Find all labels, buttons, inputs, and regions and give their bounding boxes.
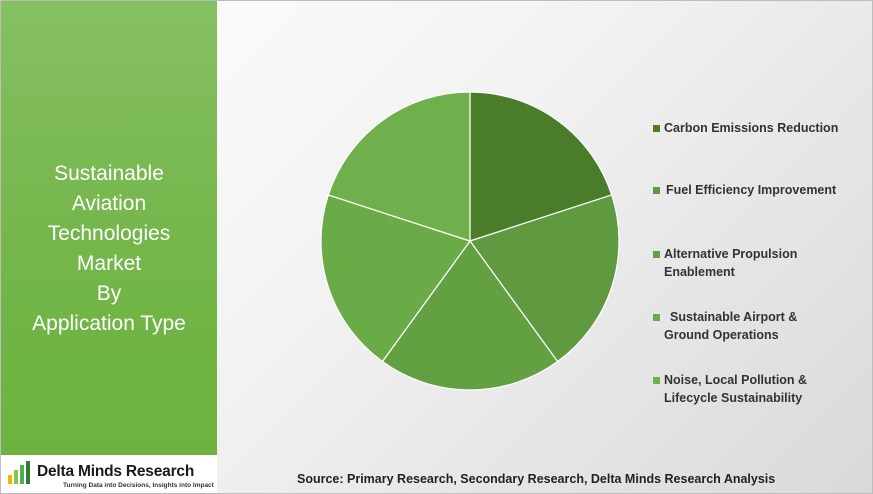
legend-label: Fuel Efficiency Improvement	[666, 183, 837, 197]
logo-area	[1, 455, 217, 493]
panel-title-line: Market	[76, 252, 142, 275]
legend-label: Noise, Local Pollution & Lifecycle Susta…	[664, 373, 808, 405]
legend-swatch	[653, 377, 660, 384]
pie-chart	[320, 91, 620, 391]
logo-bar	[14, 470, 18, 484]
pie-slice	[327, 91, 471, 242]
logo-bars-icon	[8, 461, 30, 484]
title-panel: Sustainable Aviation Technologies Market…	[1, 1, 217, 455]
panel-title-line: Sustainable	[54, 162, 164, 185]
panel-title-line: Technologies	[47, 222, 171, 245]
pie-slice	[469, 194, 620, 363]
panel-title-line: Application Type	[32, 312, 186, 335]
pie-slice	[320, 194, 471, 363]
legend-swatch	[653, 187, 660, 194]
logo-bar	[26, 461, 30, 484]
panel-title: Sustainable Aviation Technologies Market…	[1, 159, 217, 339]
pie-slice	[469, 91, 613, 242]
legend-label: Carbon Emissions Reduction	[664, 121, 839, 135]
logo-tagline: Turning Data into Decisions, Insights in…	[63, 482, 214, 489]
legend-swatch	[653, 125, 660, 132]
pie-slice	[381, 239, 559, 391]
source-note: Source: Primary Research, Secondary Rese…	[297, 472, 776, 486]
logo-name: Delta Minds Research	[37, 463, 195, 480]
legend-label: Sustainable Airport & Ground Operations	[664, 310, 798, 342]
panel-title-line: Aviation	[71, 192, 147, 215]
legend-swatch	[653, 251, 660, 258]
panel-title-line: By	[96, 282, 122, 305]
logo-bar	[20, 465, 24, 484]
legend-label: Alternative Propulsion Enablement	[664, 247, 798, 279]
legend-swatch	[653, 314, 660, 321]
logo-bar	[8, 475, 12, 484]
